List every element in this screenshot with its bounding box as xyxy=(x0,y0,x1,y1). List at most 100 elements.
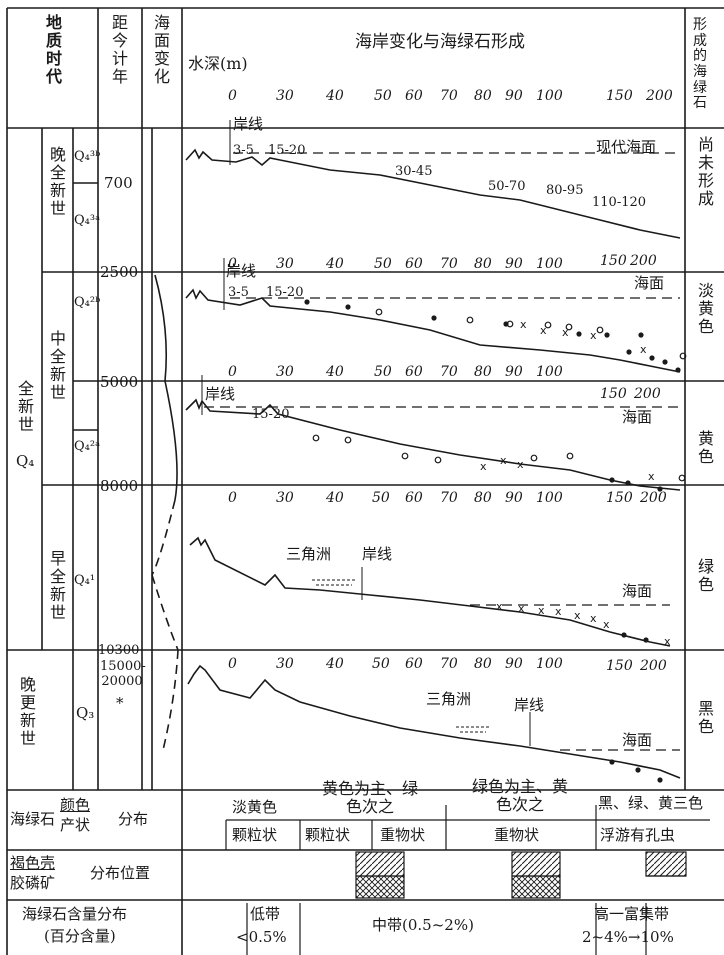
panel5-shore: 岸线 xyxy=(514,696,545,714)
panel3-sea: 海面 xyxy=(622,408,653,426)
epoch-holocene: 全新世 xyxy=(17,379,34,434)
panel3-color: 黄色 xyxy=(697,429,714,466)
svg-text:x: x xyxy=(603,618,610,631)
panel3-tick-90: 90 xyxy=(505,364,523,380)
panel2-shore: 岸线 xyxy=(226,262,257,280)
form-heavy-2: 重物状 xyxy=(494,826,540,844)
year-8000: 8000 xyxy=(100,477,139,495)
panel1-sea: 现代海面 xyxy=(596,138,657,156)
color-black-green-yellow: 黑、绿、黄三色 xyxy=(598,794,704,812)
svg-text:x: x xyxy=(648,470,655,483)
panel2-tick-30: 30 xyxy=(276,256,294,272)
svg-text:x: x xyxy=(562,326,569,339)
top-tick-100: 100 xyxy=(536,88,563,104)
svg-text:x: x xyxy=(540,324,547,337)
panel3-depth-15-20: 15-20 xyxy=(252,407,290,422)
sub-code-q4-3b: Q₄³ᵇ xyxy=(74,149,101,164)
header-water-depth: 水深(m) xyxy=(188,54,248,73)
year-2500: 2500 xyxy=(100,263,139,281)
epoch-pleistocene: 晚更新世 xyxy=(19,675,36,748)
panel5-tick-30: 30 xyxy=(276,656,294,672)
form-granular-1: 颗粒状 xyxy=(232,826,278,844)
panel2-tick-50: 50 xyxy=(374,256,392,272)
panel1-shore: 岸线 xyxy=(233,115,264,133)
panel4-shore: 岸线 xyxy=(362,545,393,563)
epoch-early-holocene: 早全新世 xyxy=(49,549,66,622)
sub-code-q4-2b: Q₄²ᵇ xyxy=(74,295,101,310)
header-sea-change: 海面变化 xyxy=(153,13,170,86)
top-tick-80: 80 xyxy=(474,88,492,104)
panel1-depth-80-95: 80-95 xyxy=(546,183,584,198)
panel3-tick-200: 200 xyxy=(634,386,661,402)
panel2-tick-200: 200 xyxy=(630,253,657,269)
panel5-delta: 三角洲 xyxy=(426,690,472,708)
row1-label-color: 颜色 xyxy=(60,796,91,814)
row1-label-distribution: 分布 xyxy=(118,810,149,828)
panel1-color: 尚未形成 xyxy=(697,135,714,208)
panel2-tick-100: 100 xyxy=(536,256,563,272)
panel4-tick-0: 0 xyxy=(228,490,237,506)
epoch-late-holocene: 晚全新世 xyxy=(49,145,66,218)
row3-label-percent: (百分含量) xyxy=(44,927,116,945)
top-tick-150: 150 xyxy=(606,88,633,104)
panel3-tick-30: 30 xyxy=(276,364,294,380)
form-foraminifera: 浮游有孔虫 xyxy=(600,826,676,844)
panel5-sea: 海面 xyxy=(622,731,653,749)
header-years-ago: 距今计年 xyxy=(111,13,128,86)
row1-label-form: 产状 xyxy=(60,816,91,834)
panel4-tick-80: 80 xyxy=(474,490,492,506)
row2-label-phosphorite: 胶磷矿 xyxy=(10,874,56,892)
panel3-tick-40: 40 xyxy=(326,364,344,380)
panel1-depth-30-45: 30-45 xyxy=(395,164,433,179)
top-tick-90: 90 xyxy=(505,88,523,104)
svg-text:x: x xyxy=(664,635,671,648)
top-tick-70: 70 xyxy=(440,88,458,104)
svg-text:x: x xyxy=(590,329,597,342)
year-10300: 10300 xyxy=(98,643,140,658)
header-right-col: 形成的海绿石 xyxy=(693,17,707,112)
top-tick-60: 60 xyxy=(405,88,423,104)
panel4-tick-200: 200 xyxy=(640,490,667,506)
form-granular-2: 颗粒状 xyxy=(305,826,351,844)
top-tick-200: 200 xyxy=(646,88,673,104)
sub-code-q4-2a: Q₄²ᵃ xyxy=(74,439,101,454)
color-pale-yellow: 淡黄色 xyxy=(232,798,278,816)
panel2-tick-80: 80 xyxy=(474,256,492,272)
panel4-sea: 海面 xyxy=(622,582,653,600)
year-700: 700 xyxy=(104,174,133,192)
year-star: * xyxy=(116,694,124,712)
panel4-color: 绿色 xyxy=(697,557,714,594)
panel4-tick-90: 90 xyxy=(505,490,523,506)
svg-text:x: x xyxy=(500,454,507,467)
panel2-tick-90: 90 xyxy=(505,256,523,272)
svg-text:x: x xyxy=(590,612,597,625)
panel4-tick-50: 50 xyxy=(372,490,390,506)
sub-code-q4-3a: Q₄³ᵃ xyxy=(74,213,101,228)
panel4-tick-70: 70 xyxy=(440,490,458,506)
color-green-main: 绿色为主、黄色次之 xyxy=(472,777,569,814)
panel4-tick-30: 30 xyxy=(276,490,294,506)
form-heavy-1: 重物状 xyxy=(380,826,426,844)
panel5-tick-200: 200 xyxy=(640,658,667,674)
panel3-tick-100: 100 xyxy=(536,364,563,380)
panel3-tick-0: 0 xyxy=(228,364,237,380)
panel4-tick-100: 100 xyxy=(536,490,563,506)
panel4-tick-40: 40 xyxy=(326,490,344,506)
panel2-tick-150: 150 xyxy=(600,253,627,269)
year-15000-20000: 15000-20000 xyxy=(100,659,146,689)
row2-label-position: 分布位置 xyxy=(90,864,151,882)
panel2-tick-40: 40 xyxy=(326,256,344,272)
panel1-depth-50-70: 50-70 xyxy=(488,179,526,194)
panel3-tick-70: 70 xyxy=(440,364,458,380)
panel2-sea: 海面 xyxy=(634,274,665,292)
panel5-tick-90: 90 xyxy=(505,656,523,672)
svg-text:x: x xyxy=(574,609,581,622)
panel3-shore: 岸线 xyxy=(205,385,236,403)
high-band-value: 2~4%→10% xyxy=(582,928,674,946)
low-band: 低带 xyxy=(250,905,281,923)
panel2-tick-60: 60 xyxy=(405,256,423,272)
panel5-tick-0: 0 xyxy=(228,656,237,672)
svg-text:x: x xyxy=(538,604,545,617)
panel3-tick-60: 60 xyxy=(405,364,423,380)
